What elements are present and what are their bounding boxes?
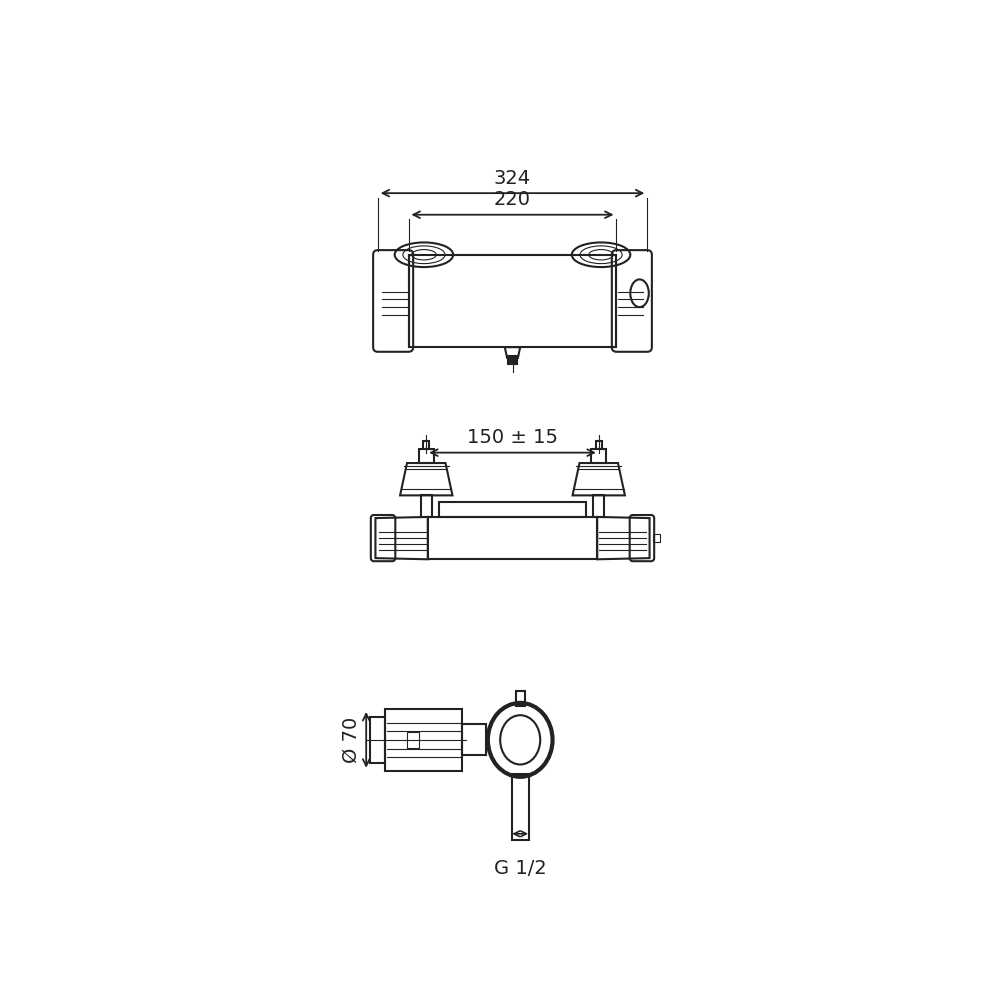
Bar xyxy=(516,691,525,706)
Text: Ø 70: Ø 70 xyxy=(342,717,361,763)
Bar xyxy=(428,517,597,559)
Bar xyxy=(385,709,462,771)
Bar xyxy=(439,502,586,517)
Bar xyxy=(653,534,660,542)
Bar xyxy=(596,441,602,449)
Bar xyxy=(591,449,606,463)
Bar xyxy=(407,732,419,748)
Bar xyxy=(512,774,529,840)
Text: G 1/2: G 1/2 xyxy=(494,859,547,878)
Bar xyxy=(508,356,517,364)
Bar xyxy=(462,724,486,755)
Bar xyxy=(423,441,429,449)
Text: 150 ± 15: 150 ± 15 xyxy=(467,428,558,447)
Bar xyxy=(593,495,604,517)
Bar xyxy=(421,495,432,517)
Text: 324: 324 xyxy=(494,169,531,188)
Bar xyxy=(409,255,616,347)
Text: 220: 220 xyxy=(494,190,531,209)
Bar xyxy=(370,717,385,763)
Bar xyxy=(419,449,434,463)
